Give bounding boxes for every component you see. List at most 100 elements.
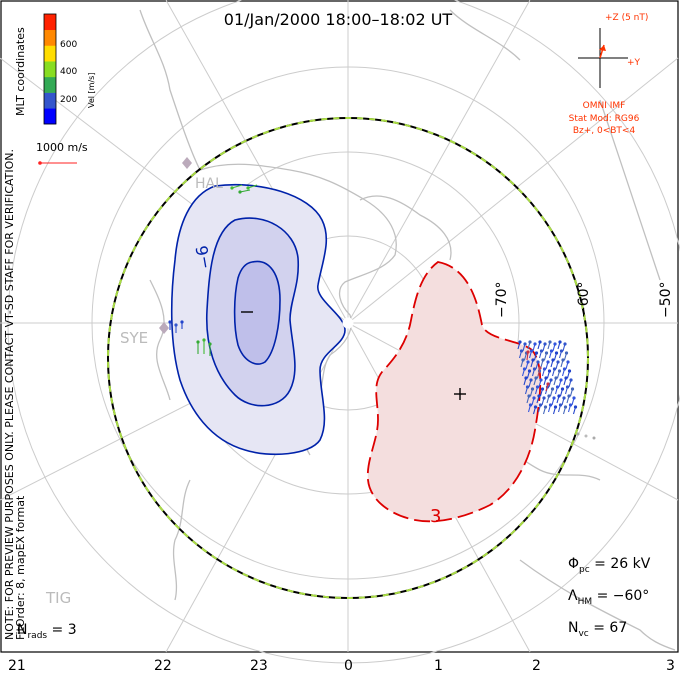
positive-potential-marker: [454, 388, 466, 400]
velocity-vector: [520, 359, 524, 368]
velocity-vector: [532, 406, 537, 415]
velocity-vector: [558, 379, 562, 388]
velocity-vector: [534, 386, 539, 395]
velocity-vector: [546, 395, 550, 404]
velocity-vector: [532, 343, 536, 352]
velocity-vector: [565, 361, 569, 370]
velocity-vector: [552, 406, 557, 415]
velocity-vector-origin: [584, 434, 588, 438]
velocity-vector: [533, 352, 538, 361]
hm-boundary-overlay: [107, 117, 589, 599]
colorbar-tick-200: 200: [60, 95, 77, 105]
imf-z-axis-label: +Z (5 nT): [605, 13, 648, 23]
velocity-vector: [231, 184, 243, 189]
velocity-vector: [536, 395, 540, 404]
colorbar: 600 400 200 Vel [m/s]: [43, 13, 96, 125]
mlt-label-22: 22: [154, 658, 172, 674]
velocity-vector: [537, 367, 541, 377]
velocity-vector: [530, 359, 534, 368]
station-sye: SYE: [120, 322, 169, 347]
velocity-vector: [526, 351, 529, 361]
pole-marker: [342, 317, 354, 329]
velocity-vector: [551, 397, 555, 406]
mlt-label-3: 3: [666, 658, 675, 674]
positive-cell: [366, 261, 542, 523]
velocity-vector: [563, 352, 568, 361]
velocity-vector: [518, 350, 523, 359]
imf-dial: +Z (5 nT) +Y OMNI IMF Stat Mod: RG96 Bz+…: [569, 13, 649, 136]
velocity-vector: [546, 370, 551, 379]
mlt-label-1: 1: [434, 658, 443, 674]
colorbar-block: [44, 76, 56, 93]
velocity-vector: [555, 361, 559, 370]
velocity-vector: [553, 377, 557, 386]
velocity-vector: [528, 379, 532, 388]
velocity-vector: [566, 370, 571, 379]
latitude-label-60: −60°: [576, 281, 592, 318]
preview-note: NOTE: FOR PREVIEW PURPOSES ONLY. PLEASE …: [3, 149, 16, 640]
colorbar-tick-600: 600: [60, 40, 77, 50]
velocity-vector: [562, 343, 566, 352]
velocity-vector: [554, 386, 559, 395]
coordinate-system-label: MLT coordinates: [14, 27, 27, 116]
velocity-vector: [523, 352, 528, 361]
velocity-vector: [529, 388, 534, 397]
velocity-vector: [562, 406, 567, 415]
imf-y-axis-label: +Y: [627, 58, 641, 68]
velocity-vector: [517, 341, 521, 350]
velocity-vector: [556, 370, 561, 379]
velocity-vector: [239, 189, 251, 193]
velocity-vector: [564, 386, 569, 395]
velocity-vector: [542, 406, 547, 415]
velocity-vector: [541, 397, 545, 406]
page-title: 01/Jan/2000 18:00–18:02 UT: [224, 10, 453, 29]
negative-cell-inner: [233, 260, 281, 365]
mlt-label-0: 0: [344, 658, 353, 674]
colorbar-block: [44, 61, 56, 78]
velocity-vector: [558, 350, 563, 359]
velocity-vector: [540, 359, 544, 368]
colorbar-label: Vel [m/s]: [87, 73, 96, 108]
colorbar-block: [44, 14, 56, 31]
velocity-vector: [557, 341, 561, 350]
velocity-vector: [535, 361, 539, 370]
velocity-vector: [537, 404, 542, 413]
reference-vector-label: 1000 m/s: [36, 141, 88, 154]
velocity-vector: [537, 341, 541, 350]
velocity-vector: [571, 397, 575, 406]
velocity-vector: [523, 377, 527, 386]
fit-order-note: FitOrder: 8, mapEX format: [14, 495, 27, 640]
colorbar-tick-400: 400: [60, 67, 77, 77]
negative-contour-label: −6: [192, 244, 215, 271]
mlt-label-23: 23: [250, 658, 268, 674]
velocity-vector: [556, 395, 560, 404]
latitude-label-70: −70°: [494, 281, 510, 318]
velocity-vector: [533, 377, 537, 386]
velocity-vector: [551, 368, 556, 377]
velocity-vector: [552, 343, 556, 352]
velocity-vector: [526, 370, 531, 379]
velocity-vector-origin: [592, 436, 596, 440]
velocity-vector: [521, 368, 526, 377]
colorbar-block: [44, 45, 56, 62]
mlt-label-21: 21: [8, 658, 26, 674]
velocity-vector: [541, 368, 546, 377]
velocity-vector: [548, 379, 552, 388]
colorbar-block: [44, 92, 56, 109]
statistical-model: Stat Mod: RG96: [569, 114, 640, 124]
velocity-vector: [569, 388, 574, 397]
velocity-vector: [542, 343, 546, 352]
velocity-vector: [572, 406, 577, 415]
velocity-vector: [553, 352, 558, 361]
velocity-vector: [549, 388, 554, 397]
velocity-vector: [548, 350, 553, 359]
station-label-tig: TIG: [45, 589, 71, 607]
velocity-vector: [522, 343, 526, 352]
positive-contour-label: 3: [430, 506, 441, 527]
velocity-vector: [528, 350, 533, 359]
velocity-vectors: [168, 184, 596, 440]
colorbar-block: [44, 29, 56, 46]
station-label-hal: HAL: [195, 176, 223, 192]
velocity-vector: [539, 388, 544, 397]
velocity-vector: [543, 352, 548, 361]
